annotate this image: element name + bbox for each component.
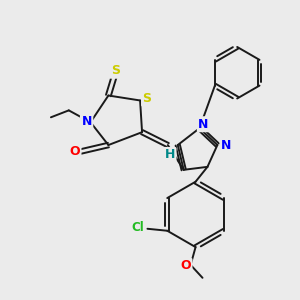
Text: S: S (142, 92, 152, 105)
Text: H: H (165, 148, 175, 161)
Text: N: N (221, 139, 232, 152)
Text: Cl: Cl (131, 221, 144, 234)
Text: N: N (198, 118, 209, 131)
Text: N: N (81, 115, 92, 128)
Text: O: O (69, 146, 80, 158)
Text: S: S (111, 64, 120, 77)
Text: O: O (180, 260, 191, 272)
